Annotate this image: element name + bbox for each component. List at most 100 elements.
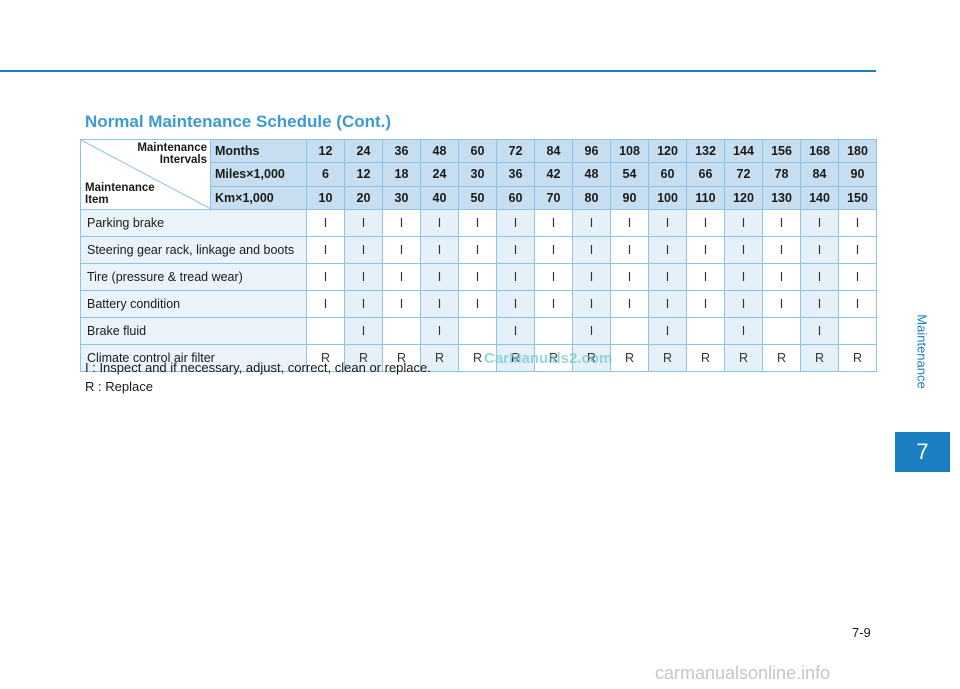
schedule-cell: I bbox=[572, 209, 611, 237]
schedule-cell: I bbox=[534, 263, 573, 291]
interval-value: 120 bbox=[724, 185, 763, 211]
schedule-cell: I bbox=[648, 317, 687, 345]
schedule-cell: I bbox=[534, 290, 573, 318]
schedule-cell bbox=[382, 317, 421, 345]
schedule-cell: I bbox=[344, 290, 383, 318]
schedule-cell: I bbox=[382, 209, 421, 237]
schedule-cell: I bbox=[534, 209, 573, 237]
schedule-cell: I bbox=[800, 317, 839, 345]
interval-value: 48 bbox=[572, 162, 611, 187]
interval-value: 42 bbox=[534, 162, 573, 187]
schedule-cell: I bbox=[686, 236, 725, 264]
interval-value: 110 bbox=[686, 185, 725, 211]
schedule-cell: I bbox=[572, 236, 611, 264]
table-row: Tire (pressure & tread wear) I I I I I I I I I I I I… bbox=[80, 263, 877, 291]
schedule-cell: R bbox=[838, 344, 877, 372]
schedule-cell: I bbox=[724, 236, 763, 264]
schedule-cell: I bbox=[838, 209, 877, 237]
schedule-cell: I bbox=[496, 236, 535, 264]
chapter-side-label: Maintenance bbox=[895, 270, 950, 432]
legend-inspect: I : Inspect and if necessary, adjust, co… bbox=[85, 360, 431, 375]
interval-value: 50 bbox=[458, 185, 497, 211]
interval-value: 120 bbox=[648, 138, 687, 164]
schedule-cell: I bbox=[800, 236, 839, 264]
schedule-cell: I bbox=[306, 236, 345, 264]
interval-value: 150 bbox=[838, 185, 877, 211]
schedule-cell: I bbox=[762, 209, 801, 237]
interval-unit-label: Km×1,000 bbox=[210, 185, 307, 211]
schedule-cell: I bbox=[762, 263, 801, 291]
schedule-cell: I bbox=[724, 290, 763, 318]
maintenance-item: Tire (pressure & tread wear) bbox=[80, 263, 307, 291]
schedule-cell: I bbox=[496, 317, 535, 345]
schedule-cell bbox=[762, 317, 801, 345]
interval-value: 130 bbox=[762, 185, 801, 211]
interval-value: 96 bbox=[572, 138, 611, 164]
maintenance-item: Brake fluid bbox=[80, 317, 307, 345]
schedule-cell: I bbox=[496, 290, 535, 318]
interval-value: 30 bbox=[382, 185, 421, 211]
schedule-cell: R bbox=[724, 344, 763, 372]
schedule-cell: I bbox=[762, 290, 801, 318]
schedule-cell: I bbox=[458, 290, 497, 318]
interval-value: 90 bbox=[838, 162, 877, 187]
chapter-number-badge: 7 bbox=[895, 432, 950, 472]
schedule-cell: I bbox=[572, 290, 611, 318]
schedule-cell: I bbox=[838, 290, 877, 318]
table-row: Battery condition I I I I I I I I I I I I I I I bbox=[80, 290, 877, 318]
interval-value: 54 bbox=[610, 162, 649, 187]
schedule-cell: I bbox=[382, 290, 421, 318]
interval-value: 108 bbox=[610, 138, 649, 164]
page-number: 7-9 bbox=[852, 625, 871, 640]
interval-value: 144 bbox=[724, 138, 763, 164]
interval-value: 36 bbox=[382, 138, 421, 164]
schedule-cell: I bbox=[838, 236, 877, 264]
schedule-cell: I bbox=[382, 263, 421, 291]
schedule-cell: R bbox=[610, 344, 649, 372]
corner-bottom-line1: Maintenance bbox=[85, 182, 155, 194]
schedule-cell: I bbox=[496, 209, 535, 237]
interval-unit-label: Miles×1,000 bbox=[210, 162, 307, 187]
schedule-cell bbox=[306, 317, 345, 345]
corner-header-cell: Maintenance Intervals Maintenance Item bbox=[80, 139, 211, 210]
interval-value: 12 bbox=[344, 162, 383, 187]
interval-value: 48 bbox=[420, 138, 459, 164]
corner-bottom-line2: Item bbox=[85, 194, 109, 206]
schedule-cell: R bbox=[458, 344, 497, 372]
schedule-cell: I bbox=[610, 209, 649, 237]
interval-value: 168 bbox=[800, 138, 839, 164]
maintenance-item: Climate control air filter bbox=[80, 344, 307, 372]
schedule-cell: I bbox=[458, 263, 497, 291]
interval-value: 100 bbox=[648, 185, 687, 211]
schedule-cell bbox=[458, 317, 497, 345]
schedule-cell: I bbox=[648, 290, 687, 318]
interval-value: 70 bbox=[534, 185, 573, 211]
table-row: Steering gear rack, linkage and boots I I I… bbox=[80, 236, 877, 264]
interval-value: 36 bbox=[496, 162, 535, 187]
interval-value: 72 bbox=[724, 162, 763, 187]
maintenance-item: Battery condition bbox=[80, 290, 307, 318]
schedule-cell: I bbox=[610, 290, 649, 318]
schedule-cell: R bbox=[572, 344, 611, 372]
schedule-cell: R bbox=[686, 344, 725, 372]
schedule-cell: I bbox=[686, 263, 725, 291]
interval-value: 80 bbox=[572, 185, 611, 211]
interval-value: 24 bbox=[344, 138, 383, 164]
top-rule bbox=[0, 70, 876, 72]
schedule-cell: I bbox=[344, 209, 383, 237]
schedule-cell: I bbox=[458, 236, 497, 264]
schedule-cell: I bbox=[420, 209, 459, 237]
table-row: Parking brake I I I I I I I I I I I I I I I bbox=[80, 209, 877, 237]
corner-top-line2: Intervals bbox=[159, 154, 207, 166]
schedule-cell: I bbox=[306, 290, 345, 318]
interval-value: 20 bbox=[344, 185, 383, 211]
interval-value: 84 bbox=[534, 138, 573, 164]
schedule-cell: I bbox=[800, 263, 839, 291]
interval-value: 60 bbox=[648, 162, 687, 187]
schedule-cell: I bbox=[724, 317, 763, 345]
schedule-cell: I bbox=[648, 209, 687, 237]
corner-top-line1: Maintenance bbox=[137, 142, 207, 154]
interval-value: 72 bbox=[496, 138, 535, 164]
schedule-cell bbox=[838, 317, 877, 345]
schedule-cell: I bbox=[724, 209, 763, 237]
